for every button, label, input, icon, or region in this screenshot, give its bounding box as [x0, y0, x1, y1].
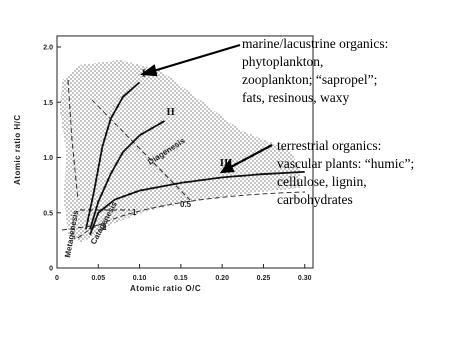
y-tick-label: 0: [49, 266, 53, 273]
note-line: zooplankton; “sapropel”;: [242, 72, 377, 87]
x-tick-label: 0.10: [133, 275, 147, 282]
y-tick-label: 2.0: [43, 45, 53, 52]
x-tick-label: 0.30: [298, 275, 312, 282]
y-tick-label: 0.5: [43, 210, 53, 217]
x-tick-label: 0.15: [174, 275, 188, 282]
note-line: fats, resinous, waxy: [242, 90, 349, 105]
x-axis-title: Atomic ratio O/C: [130, 284, 201, 293]
iso-label: 0.5: [180, 200, 192, 209]
y-tick-label: 1.5: [43, 100, 53, 107]
iso-line: [61, 224, 101, 231]
x-tick-label: 0: [55, 275, 59, 282]
note-line: terrestrial organics:: [277, 138, 381, 153]
note-line: marine/lacustrine organics:: [242, 36, 388, 51]
x-tick-label: 0.25: [257, 275, 271, 282]
iso-line: [91, 99, 191, 201]
arrow: [149, 43, 241, 74]
series-label: II: [166, 106, 175, 118]
note-marine: marine/lacustrine organics: phytoplankto…: [242, 36, 388, 105]
series-line: [89, 120, 165, 230]
arrow: [228, 144, 273, 169]
note-line: cellulose, lignin,: [277, 174, 367, 189]
iso-label: 2: [102, 223, 107, 232]
plot-frame: [56, 35, 314, 269]
arrows: [139, 43, 273, 174]
y-axis-title: Atomic ratio H/C: [13, 114, 22, 185]
iso-label: 1: [132, 208, 137, 217]
x-tick-label: 0.05: [91, 275, 105, 282]
iso-line: [67, 79, 79, 201]
note-line: phytoplankton,: [242, 54, 323, 69]
series-line: [85, 81, 141, 230]
x-tick-label: 0.20: [215, 275, 229, 282]
arrow-head: [139, 64, 158, 77]
note-line: vascular plants: “humic”;: [277, 156, 414, 171]
note-line: carbohydrates: [277, 192, 353, 207]
series-line: [89, 170, 305, 236]
arrow-head: [219, 159, 235, 174]
y-tick-label: 1.0: [43, 155, 53, 162]
note-terrestrial: terrestrial organics: vascular plants: “…: [277, 138, 414, 207]
